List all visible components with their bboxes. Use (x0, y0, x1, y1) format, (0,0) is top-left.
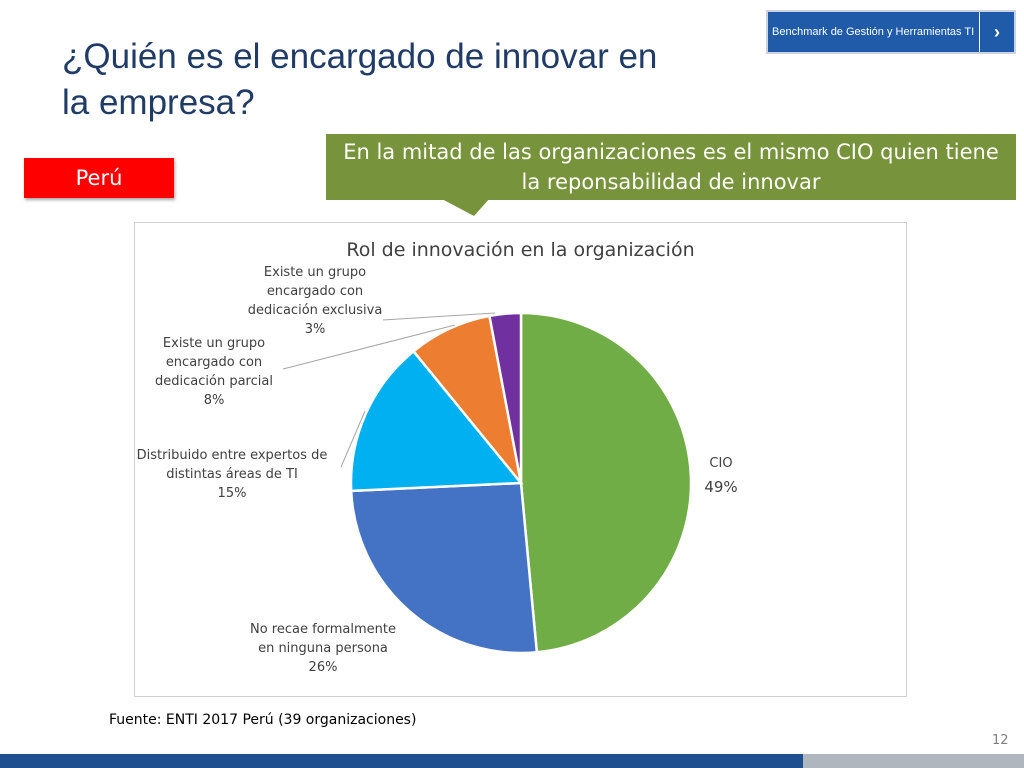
slide-title-line-1: ¿Quién es el encargado de innovar en (62, 37, 658, 76)
footer-bar-blue (0, 754, 803, 768)
leader-line (282, 324, 456, 370)
pie-chart: CIO 49% No recae formalmente en ninguna per… (137, 265, 738, 675)
slide-title-line-2: la empresa? (62, 83, 255, 122)
pie-slice (349, 349, 524, 493)
slide-title: ¿Quién es el encargado de innovar en la … (62, 34, 762, 126)
slice-label: Distribuido entre expertos de distintas á… (137, 448, 328, 501)
page-number: 12 (992, 733, 1009, 748)
benchmark-link[interactable]: Benchmark de Gestión y Herramientas TI › (766, 10, 1016, 54)
leader-line (382, 312, 496, 321)
pie-slice (487, 311, 523, 484)
benchmark-label: Benchmark de Gestión y Herramientas TI (772, 26, 975, 38)
leader-line (340, 410, 366, 468)
slice-label: CIO 49% (704, 456, 737, 496)
chart-title: Rol de innovación en la organización (346, 239, 695, 261)
pie-slice (349, 481, 539, 655)
source-note: Fuente: ENTI 2017 Perú (39 organizacione… (109, 712, 417, 728)
country-tag: Perú (24, 158, 174, 198)
callout-tail-shape (440, 198, 490, 216)
slice-label: Existe un grupo encargado con dedicación e… (248, 265, 383, 337)
chart-frame: Rol de innovación en la organización CIO… (134, 222, 907, 697)
callout-tail (440, 198, 490, 216)
chevron-right-icon[interactable]: › (979, 12, 1014, 52)
pie-slice (519, 311, 693, 654)
slice-label: Existe un grupo encargado con dedicación p… (155, 336, 273, 408)
callout-box: En la mitad de las organizaciones es el … (326, 134, 1016, 200)
footer-bar-gray (803, 754, 1024, 768)
slice-label: No recae formalmente en ninguna persona 26… (250, 622, 396, 675)
